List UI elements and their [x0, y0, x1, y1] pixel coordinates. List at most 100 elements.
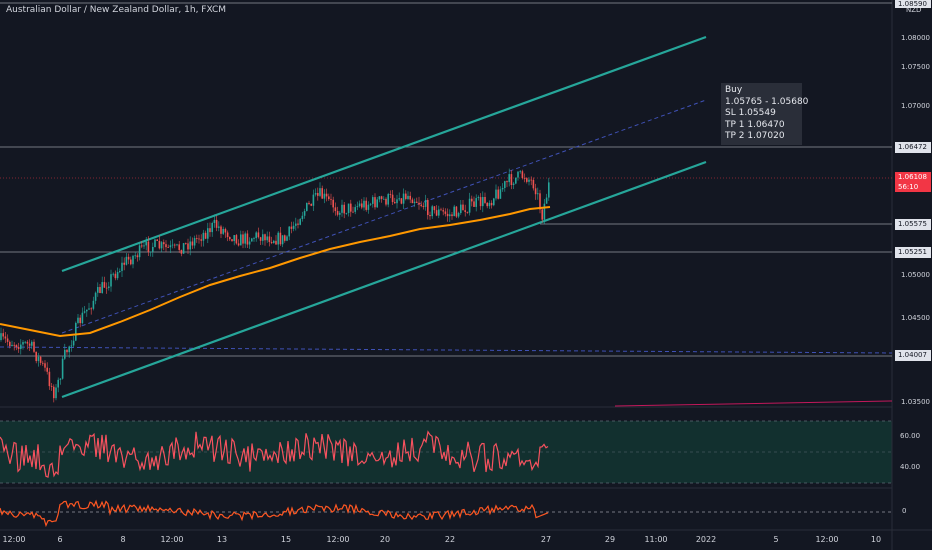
candle-body — [352, 211, 354, 213]
channel-mid-dashed-line[interactable] — [61, 99, 707, 334]
candle-body — [284, 235, 286, 241]
candle-body — [163, 242, 165, 245]
price-pane[interactable] — [0, 0, 892, 406]
candle-body — [418, 202, 420, 205]
candle-body — [35, 351, 37, 362]
candle-body — [361, 203, 363, 208]
candle-body — [277, 232, 279, 245]
candle-body — [132, 255, 134, 265]
candle-body — [160, 242, 163, 249]
candle-body — [123, 262, 125, 265]
candle-body — [281, 235, 284, 245]
candle-body — [55, 387, 57, 399]
candle-body — [310, 203, 312, 206]
candle-body — [105, 287, 108, 289]
oscillator-line[interactable] — [0, 499, 549, 528]
candle-body — [176, 244, 178, 246]
candle-body — [468, 198, 471, 213]
candle-body — [358, 203, 361, 207]
candle-body — [70, 345, 73, 347]
trade-note-box[interactable]: Buy 1.05765 - 1.05680 SL 1.05549 TP 1 1.… — [721, 83, 808, 145]
candle-body — [321, 188, 323, 199]
candle-body — [506, 181, 508, 183]
price-level-tag: 1.06472 — [895, 142, 931, 153]
candle-body — [273, 240, 275, 244]
candle-body — [114, 273, 117, 279]
candle-body — [255, 232, 257, 239]
candle-body — [174, 244, 176, 246]
candle-body — [6, 338, 9, 342]
channel-upper-line[interactable] — [61, 35, 707, 273]
currency-label: NZD — [906, 6, 922, 14]
candle-body — [394, 202, 396, 204]
ema-line[interactable] — [0, 206, 551, 338]
candle-body — [13, 344, 15, 346]
candle-body — [345, 213, 348, 214]
candle-body — [57, 379, 59, 388]
time-axis-label: 13 — [216, 535, 228, 544]
candle-body — [112, 273, 114, 275]
candle-body — [325, 193, 328, 197]
candle-body — [347, 203, 350, 214]
candle-body — [88, 308, 90, 310]
candle-body — [409, 195, 411, 200]
candle-body — [196, 238, 198, 239]
candle-body — [365, 200, 367, 210]
price-axis-label: 1.07500 — [901, 63, 930, 71]
candle-body — [405, 193, 407, 199]
trade-stop-loss: SL 1.05549 — [725, 108, 776, 118]
candle-body — [66, 349, 68, 353]
candle-body — [354, 207, 356, 212]
candle-body — [389, 194, 392, 195]
candle-body — [233, 235, 235, 242]
candle-body — [501, 187, 504, 190]
candle-body — [482, 196, 484, 207]
candle-body — [488, 202, 491, 207]
candle-body — [262, 234, 264, 241]
candle-body — [33, 341, 35, 352]
candle-body — [189, 241, 191, 250]
candle-body — [402, 193, 405, 204]
candle-body — [121, 262, 123, 271]
candle-body — [11, 344, 13, 347]
candle-body — [246, 233, 249, 245]
candle-body — [240, 234, 242, 246]
candle-body — [156, 239, 158, 241]
candle-body — [356, 206, 359, 208]
red-ray-line[interactable] — [614, 400, 893, 407]
candle-body — [512, 183, 515, 185]
candle-body — [53, 386, 55, 399]
candle-body — [383, 198, 385, 200]
dashed-horizontal-line[interactable] — [0, 346, 893, 354]
candle-body — [90, 308, 92, 310]
candle-body — [187, 243, 189, 250]
candle-body — [83, 311, 86, 313]
candle-body — [178, 244, 180, 250]
candle-body — [110, 274, 112, 287]
candle-body — [385, 198, 387, 205]
candle-body — [136, 255, 139, 258]
candle-body — [457, 213, 460, 217]
candle-body — [193, 238, 196, 246]
candle-body — [171, 244, 174, 246]
candle-body — [17, 347, 20, 350]
candle-body — [169, 245, 172, 248]
price-axis-label: 1.05000 — [901, 271, 930, 279]
candle-body — [2, 333, 4, 337]
candle-body — [198, 238, 200, 240]
candle-body — [257, 232, 260, 238]
rsi-line[interactable] — [0, 430, 549, 478]
candle-body — [220, 226, 222, 234]
rsi-axis-label-60: 60.00 — [900, 432, 921, 440]
candle-body — [519, 171, 521, 173]
candle-body — [4, 336, 7, 339]
time-axis-label: 12:00 — [326, 535, 350, 544]
candle-body — [323, 193, 326, 199]
time-axis-label: 10 — [870, 535, 882, 544]
candle-body — [510, 174, 513, 185]
channel-lower-line[interactable] — [61, 160, 707, 399]
candle-body — [44, 363, 46, 368]
candle-body — [213, 219, 216, 223]
candle-body — [497, 189, 499, 199]
